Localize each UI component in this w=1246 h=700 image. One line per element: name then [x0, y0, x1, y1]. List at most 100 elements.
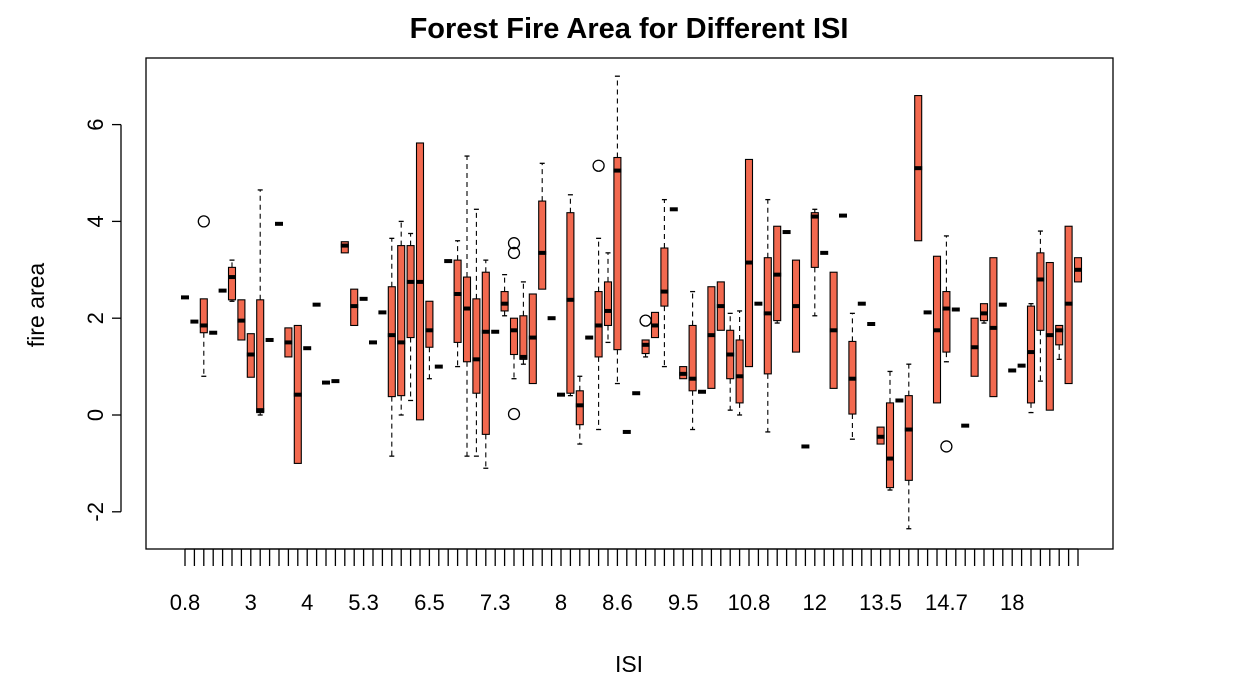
outlier-point [592, 159, 605, 172]
box-group [397, 220, 406, 416]
box-group [885, 370, 895, 491]
box-group [453, 240, 462, 368]
box [406, 245, 415, 339]
x-tick-label: 0.8 [170, 590, 201, 615]
y-axis: -2 0 2 4 6 [83, 118, 122, 522]
outlier-point [507, 237, 521, 250]
box-group [500, 273, 509, 317]
x-tick-label: 7.3 [480, 590, 511, 615]
box-group [989, 257, 998, 398]
box-group [387, 237, 396, 457]
box [481, 271, 490, 435]
outlier-point [940, 440, 953, 453]
x-tick-label: 10.8 [728, 590, 771, 615]
box-group [575, 375, 584, 445]
box-group [592, 159, 605, 431]
box-group [256, 189, 265, 416]
x-tick-label: 18 [1000, 590, 1024, 615]
box-group [197, 215, 210, 377]
y-tick-label: 2 [83, 312, 108, 324]
box-group [970, 317, 979, 377]
box-group [763, 198, 772, 433]
x-tick-label: 6.5 [414, 590, 445, 615]
box [660, 247, 669, 307]
box-group [1036, 230, 1045, 382]
box [227, 266, 237, 301]
box [500, 291, 509, 312]
box [942, 291, 951, 353]
box-group [791, 259, 801, 353]
box [904, 395, 913, 481]
box [885, 402, 895, 489]
box-group [829, 271, 838, 389]
box-group [227, 259, 237, 302]
box [472, 298, 481, 394]
box-group [538, 162, 547, 290]
x-tick-label: 8.6 [602, 590, 633, 615]
box [1036, 252, 1045, 331]
box [613, 156, 622, 351]
box-group [639, 314, 652, 358]
box-group [246, 333, 255, 378]
y-tick-label: -2 [83, 502, 108, 522]
box [519, 315, 528, 360]
x-tick-label: 4 [301, 590, 313, 615]
box [538, 200, 547, 290]
box-group [679, 366, 688, 380]
x-tick-label: 9.5 [668, 590, 699, 615]
box-group [350, 288, 359, 327]
box-group [744, 158, 754, 368]
box-group [716, 281, 725, 331]
box-group [472, 208, 481, 457]
x-tick-label: 8 [555, 590, 567, 615]
box-group [1055, 324, 1064, 360]
box-group [1064, 225, 1073, 385]
box-group [1073, 257, 1083, 283]
box [707, 286, 716, 389]
box [566, 212, 575, 394]
x-tick-label: 13.5 [859, 590, 902, 615]
chart-title: Forest Fire Area for Different ISI [410, 13, 849, 45]
x-tick-label: 12 [803, 590, 827, 615]
box-group [237, 299, 246, 341]
outlier-point [197, 215, 210, 228]
box-group [660, 198, 669, 368]
box-group [406, 232, 415, 402]
box-group [810, 208, 819, 317]
x-tick-label: 5.3 [348, 590, 379, 615]
box-group [876, 426, 885, 445]
y-tick-label: 0 [83, 409, 108, 421]
box-group [848, 312, 857, 440]
box-group [519, 281, 528, 365]
box-group [462, 155, 472, 457]
y-axis-label: fire area [23, 263, 49, 348]
box [387, 286, 396, 398]
box-group [940, 235, 953, 453]
box-group [707, 286, 716, 389]
box-series [181, 75, 1083, 530]
x-tick-label: 3 [245, 590, 257, 615]
box-group [932, 255, 942, 404]
box [453, 259, 462, 343]
box-group [904, 363, 913, 530]
box [397, 245, 406, 397]
box-group [1045, 261, 1054, 411]
box-group [284, 327, 293, 358]
box [462, 276, 472, 363]
box-group [603, 252, 613, 344]
box [256, 299, 265, 414]
box-group [566, 194, 575, 397]
x-axis: 0.8 3 4 5.3 6.5 7.3 8 8.6 9.5 10.8 12 13.5 14.7 18 [170, 548, 1079, 615]
box [810, 212, 819, 268]
box-group [735, 310, 744, 416]
x-axis-label: ISI [615, 651, 643, 677]
plot-frame [145, 57, 1114, 550]
box-group [773, 225, 782, 324]
box [509, 317, 519, 356]
box [603, 281, 613, 327]
outlier-point [507, 246, 521, 260]
box-group [507, 237, 521, 421]
box-group [425, 300, 434, 380]
box [763, 257, 772, 375]
